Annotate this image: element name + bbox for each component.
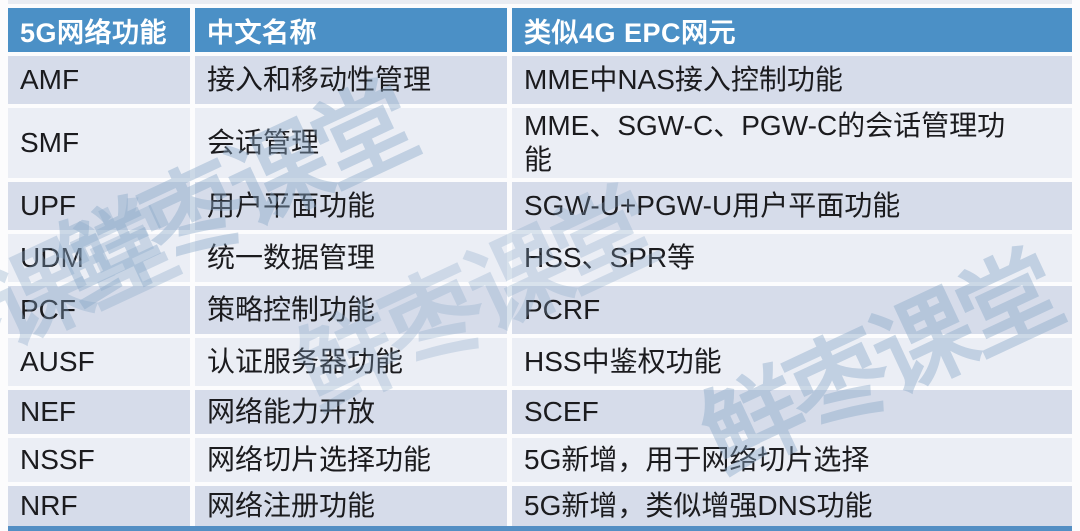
cell-epc-equivalent: SCEF: [512, 390, 1072, 434]
column-header-chinese-name: 中文名称: [195, 8, 507, 52]
cell-chinese-name: 认证服务器功能: [195, 338, 507, 386]
cell-chinese-name: 用户平面功能: [195, 182, 507, 230]
cell-chinese-name: 会话管理: [195, 108, 507, 178]
cell-chinese-name: 网络能力开放: [195, 390, 507, 434]
cell-epc-equivalent: MME、SGW-C、PGW-C的会话管理功能: [512, 108, 1072, 178]
previous-row-remnant-strip: [8, 0, 1072, 4]
cell-function: NEF: [8, 390, 190, 434]
cell-epc-equivalent: HSS、SPR等: [512, 234, 1072, 282]
cell-epc-equivalent: SGW-U+PGW-U用户平面功能: [512, 182, 1072, 230]
cell-chinese-name: 网络注册功能: [195, 486, 507, 526]
cell-function: NRF: [8, 486, 190, 526]
cell-chinese-name: 网络切片选择功能: [195, 438, 507, 482]
cell-function: UPF: [8, 182, 190, 230]
cell-chinese-name: 接入和移动性管理: [195, 56, 507, 104]
cell-function: AMF: [8, 56, 190, 104]
cell-epc-equivalent: PCRF: [512, 286, 1072, 334]
cell-function: AUSF: [8, 338, 190, 386]
cell-chinese-name: 统一数据管理: [195, 234, 507, 282]
cell-function: UDM: [8, 234, 190, 282]
cell-epc-equivalent: 5G新增，用于网络切片选择: [512, 438, 1072, 482]
cell-function: PCF: [8, 286, 190, 334]
cell-epc-equivalent: 5G新增，类似增强DNS功能: [512, 486, 1072, 526]
cell-function: SMF: [8, 108, 190, 178]
cell-epc-equivalent: HSS中鉴权功能: [512, 338, 1072, 386]
column-header-epc-equivalent: 类似4G EPC网元: [512, 8, 1072, 52]
column-header-5g-function: 5G网络功能: [8, 8, 190, 52]
next-table-header-strip: [8, 526, 1072, 531]
5g-vs-epc-table: 5G网络功能 中文名称 类似4G EPC网元 AMF 接入和移动性管理 MME中NA…: [8, 8, 1072, 526]
cell-epc-equivalent: MME中NAS接入控制功能: [512, 56, 1072, 104]
cell-function: NSSF: [8, 438, 190, 482]
cell-chinese-name: 策略控制功能: [195, 286, 507, 334]
